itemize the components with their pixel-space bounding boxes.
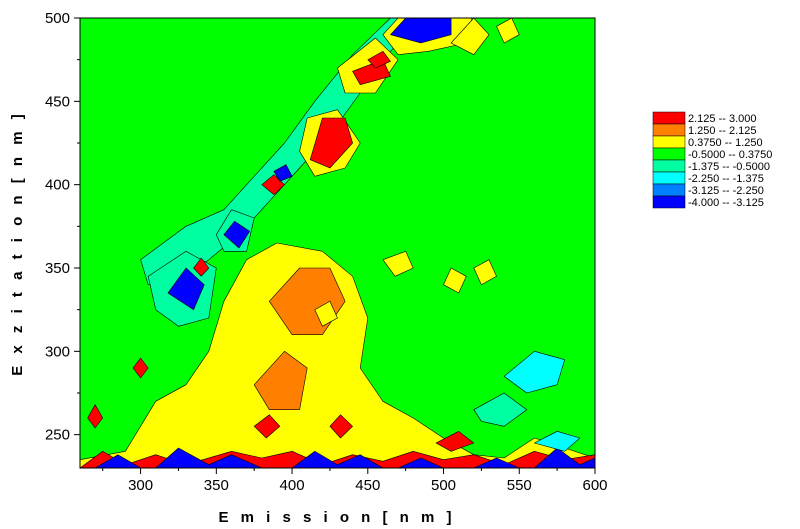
contour-region-blue (390, 18, 452, 44)
y-tick-label: 400 (45, 177, 70, 194)
contour-region-red (193, 257, 210, 277)
legend-swatch (652, 135, 686, 149)
contour-region-yellow (314, 300, 338, 327)
contour-region-blue (155, 447, 263, 468)
legend-label: -3.125 -- -2.250 (688, 185, 764, 197)
contour-region-yellow (496, 18, 520, 44)
contour-region-red (309, 117, 353, 169)
contour-region-blue (397, 457, 444, 468)
contour-region-yellow (80, 242, 595, 468)
legend-swatch (652, 111, 686, 125)
y-tick-label: 350 (45, 260, 70, 277)
legend-label: 1.250 -- 2.125 (688, 125, 757, 137)
contour-region-red (253, 414, 281, 439)
y-tick-label: 300 (45, 343, 70, 360)
x-tick-label: 550 (507, 477, 532, 494)
contour-region-lightblue (534, 430, 581, 452)
legend-label: 0.3750 -- 1.250 (688, 137, 763, 149)
contour-region-yellow (450, 18, 490, 56)
contour-region-red (329, 414, 353, 439)
contour-region-blue (534, 447, 595, 468)
contour-region-yellow (473, 259, 497, 286)
contour-region-blue (473, 457, 520, 468)
contour-region-red (87, 404, 103, 429)
y-tick-label: 500 (45, 10, 70, 27)
legend-swatch (652, 147, 686, 161)
contour-region-orange (253, 350, 308, 411)
legend-swatch (652, 183, 686, 197)
legend-label: 2.125 -- 3.000 (688, 113, 757, 125)
legend-label: -2.250 -- -1.375 (688, 173, 764, 185)
legend-swatch (652, 195, 686, 209)
contour-region-blue (291, 450, 384, 468)
legend-label: -1.375 -- -0.5000 (688, 161, 770, 173)
x-tick-label: 600 (582, 477, 607, 494)
x-axis: 300 350 400 450 500 550 600 (102, 468, 608, 494)
y-tick-label: 250 (45, 427, 70, 444)
legend-swatch (652, 171, 686, 185)
contour-region-yellow (443, 267, 467, 294)
x-tick-label: 450 (355, 477, 380, 494)
x-tick-label: 350 (204, 477, 229, 494)
y-tick-label: 450 (45, 93, 70, 110)
plot-frame (79, 17, 596, 469)
x-tick-label: 400 (280, 477, 305, 494)
contour-region-lightblue (503, 350, 566, 394)
x-tick-label: 500 (431, 477, 456, 494)
x-axis-label: E m i s s i o n [ n m ] (218, 509, 455, 526)
legend-swatch (652, 123, 686, 137)
contour-region-red (132, 357, 149, 379)
contour-region-red (435, 430, 475, 452)
contour-region-blue (273, 164, 293, 182)
contour-region-blue (94, 454, 141, 468)
x-tick-label: 300 (128, 477, 153, 494)
contour-region-yellow (382, 251, 414, 277)
y-axis: 250 300 350 400 450 500 (45, 10, 80, 444)
y-axis-label: E x z i t a t i o n [ n m ] (9, 110, 26, 376)
contour-region-aqua (473, 392, 528, 427)
legend-label: -4.000 -- -3.125 (688, 197, 764, 209)
legend-swatch (652, 159, 686, 173)
contour-region-blue (223, 221, 250, 249)
contour-region-red (367, 50, 391, 69)
legend-label: -0.5000 -- 0.3750 (688, 149, 772, 161)
contour-region-blue (167, 267, 205, 311)
